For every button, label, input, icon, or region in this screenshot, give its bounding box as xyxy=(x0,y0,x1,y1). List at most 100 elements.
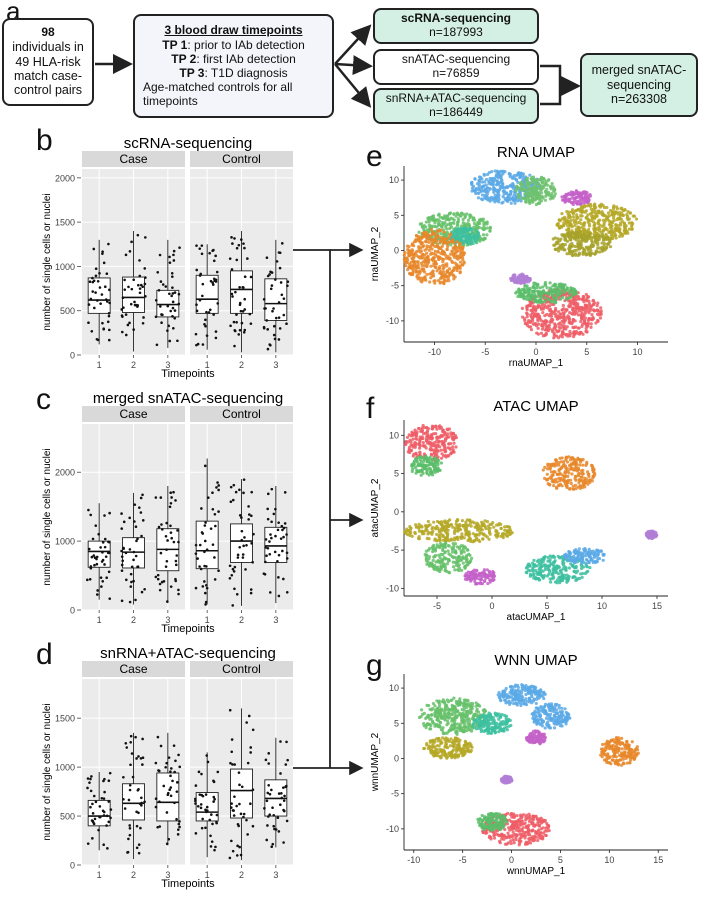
cell-point xyxy=(452,241,455,244)
data-point xyxy=(167,838,170,841)
data-point xyxy=(91,277,94,280)
cell-point xyxy=(434,546,437,549)
cell-point xyxy=(428,280,431,283)
data-point xyxy=(283,795,286,798)
cell-point xyxy=(501,201,504,204)
cell-point xyxy=(409,527,412,530)
cell-point xyxy=(510,202,513,205)
data-point xyxy=(123,288,126,291)
cell-point xyxy=(452,266,455,269)
cell-point xyxy=(444,541,447,544)
cell-point xyxy=(554,301,557,304)
x-tick-label: -10 xyxy=(428,347,441,357)
y-tick-label: 10 xyxy=(389,175,399,185)
cell-point xyxy=(481,522,484,525)
data-point xyxy=(89,778,92,781)
data-point xyxy=(248,715,251,718)
cell-point xyxy=(551,318,554,321)
boxplot-title: scRNA-sequencing xyxy=(124,135,252,152)
data-point xyxy=(242,242,245,245)
data-point xyxy=(270,537,273,540)
data-point xyxy=(156,826,159,829)
data-point xyxy=(122,798,125,801)
cell-point xyxy=(546,292,549,295)
box-iqr xyxy=(231,524,253,563)
cell-point xyxy=(616,207,619,210)
cell-point xyxy=(467,242,470,245)
cell-point xyxy=(572,215,575,218)
cell-point xyxy=(589,307,592,310)
cell-point xyxy=(495,523,498,526)
cell-point xyxy=(579,222,582,225)
x-tick-label: 3 xyxy=(273,615,278,625)
cell-point xyxy=(444,537,447,540)
cell-point xyxy=(440,440,443,443)
cell-point xyxy=(463,536,466,539)
data-point xyxy=(279,267,282,270)
data-point xyxy=(144,283,147,286)
data-point xyxy=(177,833,180,836)
cell-point xyxy=(417,255,420,258)
data-point xyxy=(131,288,134,291)
data-point xyxy=(159,254,162,257)
data-point xyxy=(272,814,275,817)
y-tick-label: -5 xyxy=(391,545,399,555)
cell-point xyxy=(554,328,557,331)
data-point xyxy=(281,525,284,528)
data-point xyxy=(233,763,236,766)
data-point xyxy=(233,588,236,591)
data-point xyxy=(209,835,212,838)
cell-point xyxy=(449,253,452,256)
data-point xyxy=(268,553,271,556)
cell-point xyxy=(463,226,466,229)
cell-point xyxy=(595,214,598,217)
cell-point xyxy=(470,181,473,184)
cell-point xyxy=(585,330,588,333)
x-tick-label: 3 xyxy=(273,360,278,370)
cell-point xyxy=(439,229,442,232)
cell-point xyxy=(568,249,571,252)
cell-point xyxy=(411,438,414,441)
cell-point xyxy=(561,335,564,338)
cell-point xyxy=(408,272,411,275)
cell-point xyxy=(553,310,556,313)
cell-point xyxy=(459,270,462,273)
data-point xyxy=(135,540,138,543)
data-point xyxy=(108,512,111,515)
cell-point xyxy=(408,266,411,269)
x-tick-label: 1 xyxy=(97,360,102,370)
data-point xyxy=(171,275,174,278)
cell-point xyxy=(575,465,578,468)
data-point xyxy=(103,811,106,814)
data-point xyxy=(176,781,179,784)
data-point xyxy=(240,238,243,241)
cell-point xyxy=(566,287,569,290)
cell-point xyxy=(596,320,599,323)
cell-point xyxy=(499,174,502,177)
data-point xyxy=(92,538,95,541)
cell-point xyxy=(443,557,446,560)
data-point xyxy=(175,560,178,563)
data-point xyxy=(266,792,269,795)
cell-point xyxy=(549,299,552,302)
data-point xyxy=(212,508,215,511)
cell-point xyxy=(452,274,455,277)
cell-point xyxy=(570,467,573,470)
cell-point xyxy=(525,311,528,314)
cell-point xyxy=(478,183,481,186)
cell-point xyxy=(444,225,447,228)
data-point xyxy=(142,316,145,319)
cell-point xyxy=(621,234,624,237)
cell-point xyxy=(425,231,428,234)
data-point xyxy=(280,792,283,795)
cell-point xyxy=(518,176,521,179)
cell-point xyxy=(574,484,577,487)
x-tick-label: 5 xyxy=(584,347,589,357)
data-point xyxy=(170,585,173,588)
data-point xyxy=(272,307,275,310)
cell-point xyxy=(573,235,576,238)
cell-point xyxy=(425,446,428,449)
x-tick-label: 15 xyxy=(652,601,662,611)
data-point xyxy=(127,838,130,841)
data-point xyxy=(208,819,211,822)
